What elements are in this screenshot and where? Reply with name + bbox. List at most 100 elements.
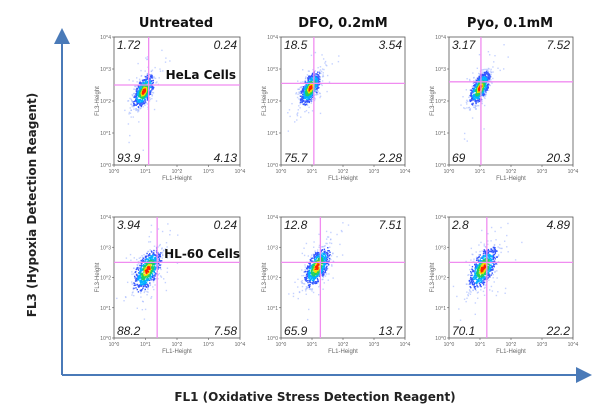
data-point: [469, 283, 471, 285]
data-point: [158, 77, 160, 79]
data-point: [144, 256, 147, 258]
data-point: [141, 280, 143, 283]
data-point: [312, 79, 314, 82]
data-point: [300, 98, 302, 100]
data-point: [151, 69, 154, 71]
data-point: [498, 247, 501, 249]
data-point: [471, 279, 473, 281]
data-point: [477, 273, 479, 275]
data-point: [326, 252, 329, 254]
data-point: [484, 255, 486, 257]
data-point: [144, 101, 147, 103]
data-point: [471, 283, 474, 286]
x-tick-label: 10^2: [506, 342, 517, 348]
data-point: [479, 285, 482, 287]
data-point: [141, 300, 144, 303]
data-point: [306, 318, 309, 321]
data-point: [134, 280, 137, 282]
data-point: [149, 259, 152, 262]
data-point: [322, 268, 325, 270]
data-point: [481, 279, 483, 281]
data-point: [484, 277, 486, 280]
data-point: [308, 90, 310, 92]
data-point: [159, 68, 161, 70]
data-point: [150, 266, 153, 268]
data-point: [320, 272, 322, 274]
data-point: [145, 274, 147, 277]
data-point: [148, 77, 151, 80]
data-point: [148, 262, 151, 265]
data-point: [456, 295, 458, 298]
data-point: [142, 277, 144, 280]
data-point: [149, 253, 151, 255]
data-point: [322, 72, 324, 74]
data-point: [309, 81, 312, 83]
data-point: [469, 94, 472, 97]
data-point: [473, 276, 475, 279]
data-point: [141, 265, 144, 267]
data-point: [139, 274, 142, 276]
data-point: [325, 242, 327, 245]
data-point: [139, 260, 142, 262]
data-point: [487, 69, 489, 71]
data-point: [483, 276, 486, 278]
data-point: [325, 257, 327, 259]
data-point: [152, 286, 154, 288]
data-point: [324, 269, 326, 271]
data-point: [480, 99, 483, 101]
data-point: [487, 77, 490, 79]
data-point: [287, 130, 290, 132]
data-point: [139, 280, 141, 282]
data-point: [305, 273, 308, 276]
data-point: [151, 260, 153, 263]
data-point: [139, 80, 142, 82]
data-point: [157, 228, 160, 230]
panel-x-label: FL1-Height: [328, 176, 358, 182]
data-point: [316, 91, 319, 93]
data-point: [295, 92, 298, 94]
data-point: [144, 70, 146, 72]
data-point: [487, 250, 489, 252]
data-point: [487, 260, 489, 263]
data-point: [477, 97, 480, 99]
data-point: [311, 288, 313, 290]
data-point: [154, 268, 156, 270]
data-point: [478, 82, 481, 84]
data-point: [475, 259, 478, 261]
data-point: [297, 80, 299, 82]
data-point: [309, 85, 312, 87]
data-point: [488, 73, 491, 75]
data-point: [326, 258, 328, 261]
data-point: [317, 66, 319, 69]
data-point: [133, 108, 135, 110]
data-point: [481, 92, 483, 94]
data-point: [471, 103, 474, 106]
data-point: [326, 262, 329, 265]
data-point: [158, 253, 160, 256]
data-point: [142, 149, 144, 151]
data-point: [310, 275, 312, 277]
data-point: [300, 92, 302, 94]
data-point: [151, 265, 154, 267]
data-point: [471, 274, 473, 276]
data-point: [146, 283, 149, 286]
data-point: [159, 253, 161, 256]
data-point: [472, 94, 474, 97]
data-point: [288, 293, 290, 295]
data-point: [315, 88, 318, 90]
data-point: [328, 273, 330, 275]
data-point: [138, 78, 141, 81]
data-point: [322, 273, 324, 275]
data-point: [143, 268, 145, 270]
data-point: [306, 74, 309, 76]
quadrant-value-ul: 2.8: [451, 218, 469, 232]
data-point: [314, 98, 316, 100]
data-point: [155, 266, 157, 269]
data-point: [146, 278, 149, 280]
data-point: [141, 268, 143, 270]
data-point: [480, 276, 482, 278]
data-point: [484, 68, 487, 71]
data-point: [487, 240, 489, 242]
data-point: [156, 81, 158, 83]
